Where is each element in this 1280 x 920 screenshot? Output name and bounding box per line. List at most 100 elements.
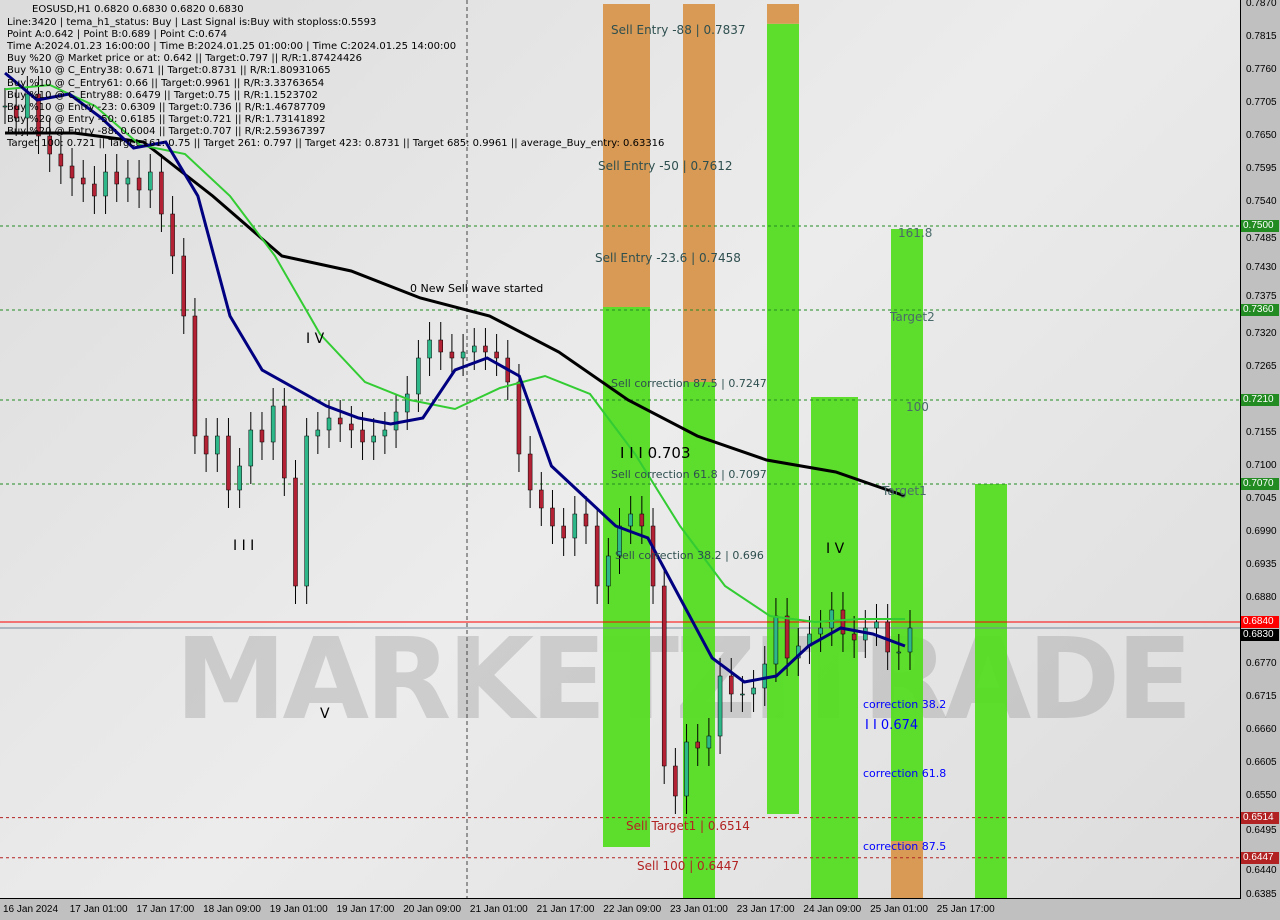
candle-body — [896, 651, 902, 654]
time-tick-label: 20 Jan 09:00 — [403, 904, 462, 915]
time-tick-label: 24 Jan 09:00 — [803, 904, 862, 915]
price-level-tag: 0.7070 — [1241, 478, 1279, 490]
price-tick-label: 0.6990 — [1246, 526, 1277, 537]
label-wave-5: V — [320, 706, 330, 722]
label-wave-3: I I I 0.703 — [620, 444, 691, 462]
label-correction-87: correction 87.5 — [863, 840, 947, 853]
candle-body — [572, 513, 578, 539]
candle-body — [550, 507, 555, 527]
zone-orange — [767, 4, 799, 24]
candle-body — [740, 693, 745, 696]
symbol-line: EOSUSD,H1 0.6820 0.6830 0.6820 0.6830 — [32, 4, 244, 15]
price-tick-label: 0.7595 — [1246, 163, 1277, 174]
label-sell-target1: Sell Target1 | 0.6514 — [626, 819, 750, 833]
candle-body — [382, 429, 388, 437]
candle-body — [237, 465, 242, 491]
time-tick-label: 19 Jan 01:00 — [269, 904, 328, 915]
price-tick-label: 0.7870 — [1246, 0, 1277, 9]
price-tick-label: 0.7430 — [1246, 262, 1277, 273]
candle-body — [349, 423, 354, 431]
zone-orange — [603, 4, 650, 307]
candle-body — [404, 393, 410, 413]
info-line: Buy %10 @ C_Entry61: 0.66 || Target:0.99… — [7, 77, 325, 89]
price-level-tag: 0.6514 — [1241, 811, 1279, 824]
candle-body — [25, 93, 30, 119]
candle-body — [539, 489, 544, 509]
label-wave-3b: I I I — [233, 538, 255, 554]
candle-body — [818, 627, 823, 635]
candle-body — [136, 177, 142, 191]
candle-body — [639, 513, 645, 527]
price-tick-label: 0.7705 — [1246, 97, 1277, 108]
chart-area[interactable]: MARKETZITRADE EOSUSD,H1 0.6820 0.6830 0.… — [0, 0, 1241, 899]
candle-body — [58, 153, 64, 167]
candle-body — [594, 525, 600, 587]
candle-body — [203, 435, 209, 455]
candle-body — [371, 435, 376, 443]
candle-body — [728, 675, 734, 695]
price-tick-label: 0.7375 — [1246, 291, 1277, 302]
price-level-tag: 0.7210 — [1241, 394, 1279, 406]
zone-green — [811, 397, 858, 898]
price-level-tag: 0.7360 — [1241, 304, 1279, 316]
time-tick-label: 19 Jan 17:00 — [336, 904, 395, 915]
price-tick-label: 0.6605 — [1246, 757, 1277, 768]
candle-body — [706, 735, 712, 749]
candle-body — [416, 357, 421, 395]
price-tick-label: 0.6715 — [1246, 691, 1277, 702]
candle-body — [159, 171, 164, 215]
candle-body — [829, 609, 835, 629]
candle-body — [885, 621, 890, 653]
time-tick-label: 22 Jan 09:00 — [603, 904, 662, 915]
candle-body — [773, 615, 779, 665]
candle-body — [472, 345, 477, 353]
label-new-sell-wave: 0 New Sell wave started — [410, 282, 544, 295]
time-tick-label: 17 Jan 17:00 — [136, 904, 195, 915]
candle-body — [427, 339, 432, 359]
time-tick-label: 16 Jan 2024 — [3, 904, 59, 915]
label-sell-entry-50: Sell Entry -50 | 0.7612 — [598, 159, 733, 173]
label-sell-entry-88: Sell Entry -88 | 0.7837 — [611, 23, 746, 37]
candle-body — [874, 621, 879, 629]
moving-average-line — [4, 71, 906, 684]
candle-body — [751, 687, 756, 695]
candle-body — [293, 477, 298, 587]
candle-body — [460, 351, 466, 359]
candle-body — [315, 429, 321, 437]
label-sell-entry-23: Sell Entry -23.6 | 0.7458 — [595, 251, 741, 265]
candle-body — [92, 183, 97, 197]
moving-average-line — [4, 83, 905, 624]
zone-orange — [683, 4, 715, 382]
time-tick-label: 17 Jan 01:00 — [69, 904, 128, 915]
time-tick-label: 25 Jan 17:00 — [936, 904, 995, 915]
price-tick-label: 0.7265 — [1246, 361, 1277, 372]
zone-orange — [891, 841, 923, 898]
zone-green — [891, 229, 923, 841]
price-tick-label: 0.6385 — [1246, 889, 1277, 900]
price-level-tag: 0.6447 — [1241, 851, 1279, 864]
candle-body — [840, 609, 846, 635]
label-wave-4a: I V — [306, 331, 325, 347]
zone-green — [975, 484, 1007, 898]
info-line: Target 100: 0.721 || Target 161: 0.75 ||… — [7, 138, 665, 149]
candle-body — [282, 405, 287, 479]
candle-body — [561, 525, 566, 539]
candle-body — [114, 171, 119, 185]
label-sell-corr-875: Sell correction 87.5 | 0.7247 — [611, 377, 767, 390]
info-line: Buy %20 @ Market price or at: 0.642 || T… — [7, 53, 363, 65]
candle-body — [13, 105, 19, 119]
info-line: Buy %20 @ Entry -50: 0.6185 || Target:0.… — [7, 113, 326, 125]
candle-body — [192, 315, 198, 437]
time-tick-label: 25 Jan 01:00 — [870, 904, 928, 915]
info-line: Time A:2024.01.23 16:00:00 | Time B:2024… — [7, 41, 457, 53]
time-tick-label: 21 Jan 01:00 — [469, 904, 528, 915]
candle-body — [695, 741, 700, 749]
price-tick-label: 0.7320 — [1246, 328, 1277, 339]
price-tick-label: 0.7650 — [1246, 130, 1277, 141]
candle-body — [80, 177, 86, 185]
time-tick-label: 21 Jan 17:00 — [536, 904, 595, 915]
price-tick-label: 0.6660 — [1246, 724, 1277, 735]
candle-body — [337, 417, 343, 425]
candle-body — [907, 627, 913, 653]
candle-body — [762, 663, 768, 689]
